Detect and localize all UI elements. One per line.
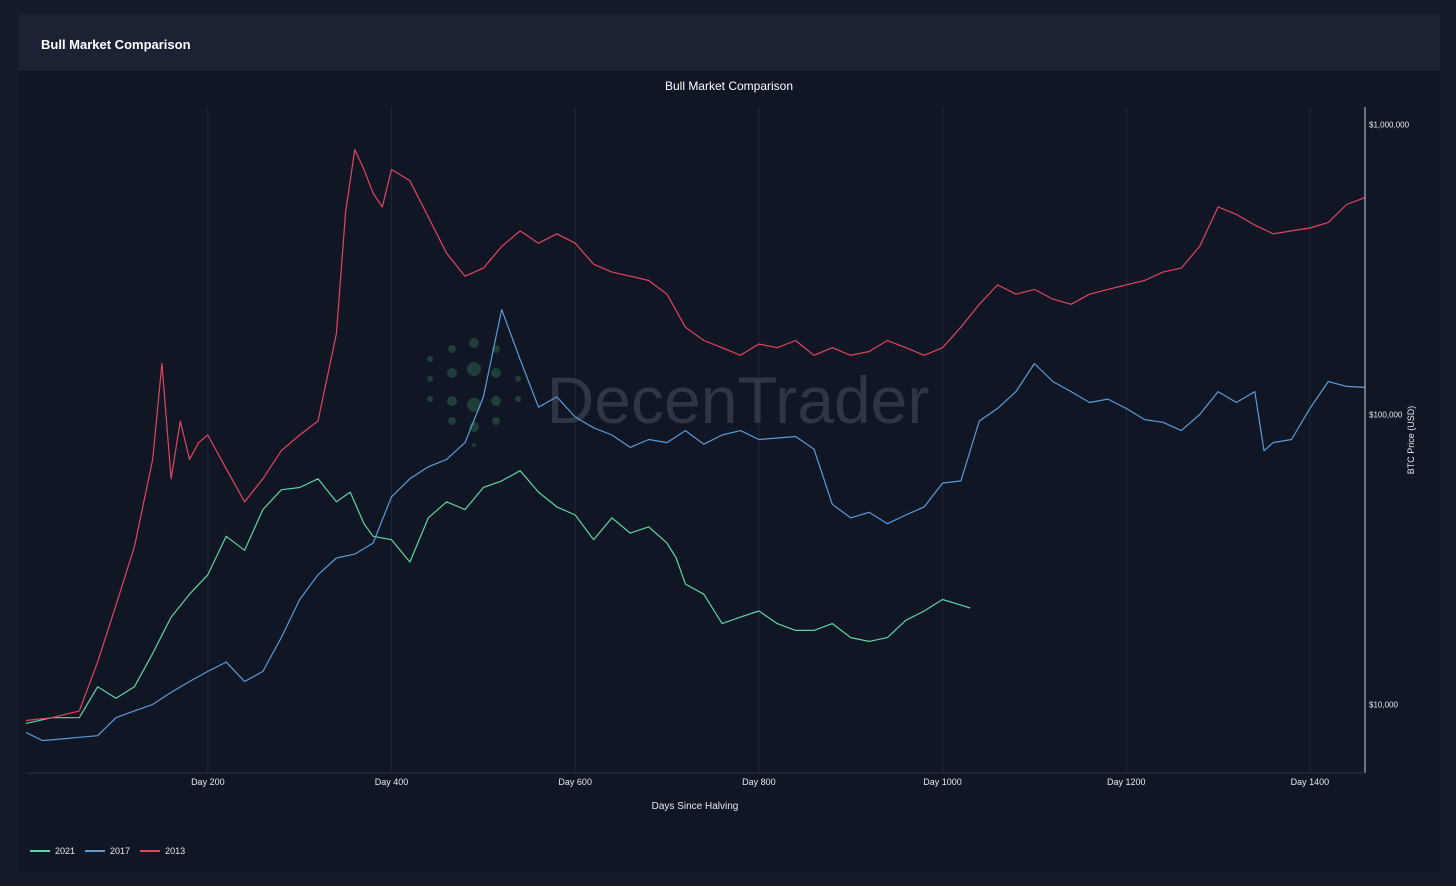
y-tick-label: $100,000	[1369, 411, 1403, 420]
x-axis-label: Days Since Halving	[652, 801, 739, 812]
y-tick-label: $1,000,000	[1369, 121, 1410, 130]
panel-header: Bull Market Comparison	[18, 15, 1440, 71]
series-line-2013	[25, 149, 1366, 722]
legend-item-2013[interactable]: 2013	[140, 846, 185, 856]
legend-label: 2013	[165, 846, 186, 856]
x-tick-label: Day 1400	[1291, 777, 1330, 787]
legend-swatch	[30, 850, 50, 852]
legend-item-2017[interactable]: 2017	[85, 846, 130, 856]
line-chart: DecenTrader Day 200 Day 400 Day 600 Day 800…	[25, 107, 1416, 812]
watermark-logo-icon	[427, 338, 521, 447]
watermark-text: DecenTrader	[547, 363, 930, 437]
x-tick-label: Day 400	[375, 777, 409, 787]
x-tick-label: Day 1000	[923, 777, 962, 787]
legend-item-2021[interactable]: 2021	[30, 846, 75, 856]
legend-swatch	[140, 850, 161, 852]
x-tick-label: Day 600	[558, 777, 592, 787]
chart-panel: Bull Market Comparison Bull Market Compa…	[18, 15, 1440, 872]
series-line-2021	[25, 470, 971, 724]
legend-label: 2021	[55, 846, 76, 856]
y-axis-label: BTC Price (USD)	[1406, 406, 1416, 475]
legend: 2021 2017 2013	[30, 846, 185, 856]
y-tick-label: $10,000	[1369, 700, 1398, 709]
series-line-2017	[25, 309, 1366, 742]
x-tick-label: Day 800	[742, 777, 776, 787]
legend-label: 2017	[110, 846, 131, 856]
x-tick-label: Day 200	[191, 777, 225, 787]
x-tick-label: Day 1200	[1107, 777, 1146, 787]
panel-title: Bull Market Comparison	[41, 37, 191, 52]
chart-title: Bull Market Comparison	[664, 79, 794, 93]
legend-swatch	[85, 850, 106, 852]
